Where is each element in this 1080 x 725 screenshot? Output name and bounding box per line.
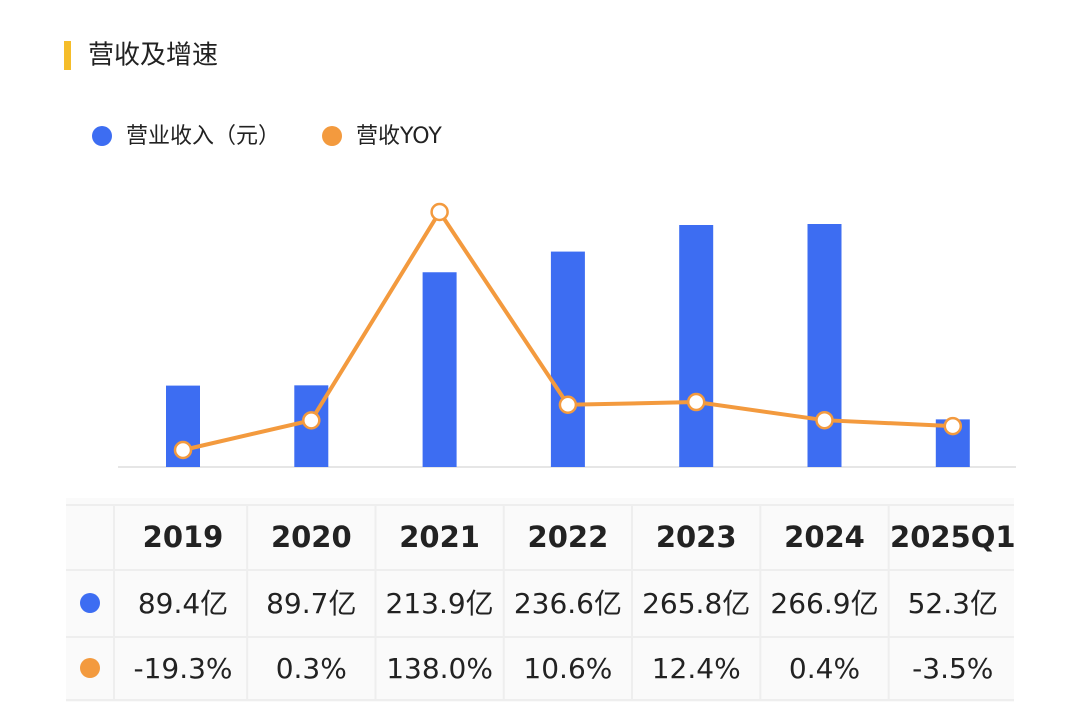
table-cell: 0.3% (276, 652, 347, 685)
line-point (943, 416, 963, 436)
bar (550, 251, 585, 467)
table-cell: 266.9亿 (770, 587, 878, 620)
table-cell: 0.4% (789, 652, 860, 685)
row-marker (80, 658, 100, 678)
line-point (686, 392, 706, 412)
line-point (302, 411, 321, 430)
table-cell: 12.4% (652, 652, 741, 685)
row-marker (80, 593, 100, 613)
table-cell: -3.5% (912, 652, 993, 685)
legend-label: 营收YOY (356, 124, 442, 149)
table-cell: -19.3% (133, 652, 232, 685)
chart-title: 营收及增速 (88, 41, 218, 71)
legend-marker (92, 126, 112, 146)
bar (679, 225, 714, 467)
table-cell: 213.9亿 (386, 587, 494, 620)
table-cell: 236.6亿 (514, 587, 622, 620)
table-cell: 89.4亿 (138, 587, 228, 620)
table-background (66, 498, 1014, 702)
legend-label: 营业收入（元） (126, 124, 280, 149)
table-header: 2023 (656, 520, 737, 554)
table-cell: 10.6% (523, 652, 612, 685)
bar (422, 272, 457, 467)
table-cell: 89.7亿 (266, 587, 356, 620)
table-cell: 265.8亿 (642, 587, 750, 620)
bar (807, 224, 842, 467)
title-accent (64, 41, 71, 70)
table-header: 2025Q1 (890, 520, 1016, 554)
line-point (558, 395, 578, 415)
legend-marker (322, 126, 343, 146)
table-cell: 138.0% (386, 652, 493, 685)
table-header: 2020 (271, 520, 352, 554)
table-header: 2024 (784, 520, 865, 554)
table-header: 2021 (399, 520, 480, 554)
line-point (173, 440, 193, 460)
line-point (815, 410, 834, 430)
line-point (430, 202, 449, 222)
table-header: 2022 (528, 520, 609, 554)
table-cell: 52.3亿 (908, 587, 998, 620)
table-header: 2019 (143, 520, 224, 554)
